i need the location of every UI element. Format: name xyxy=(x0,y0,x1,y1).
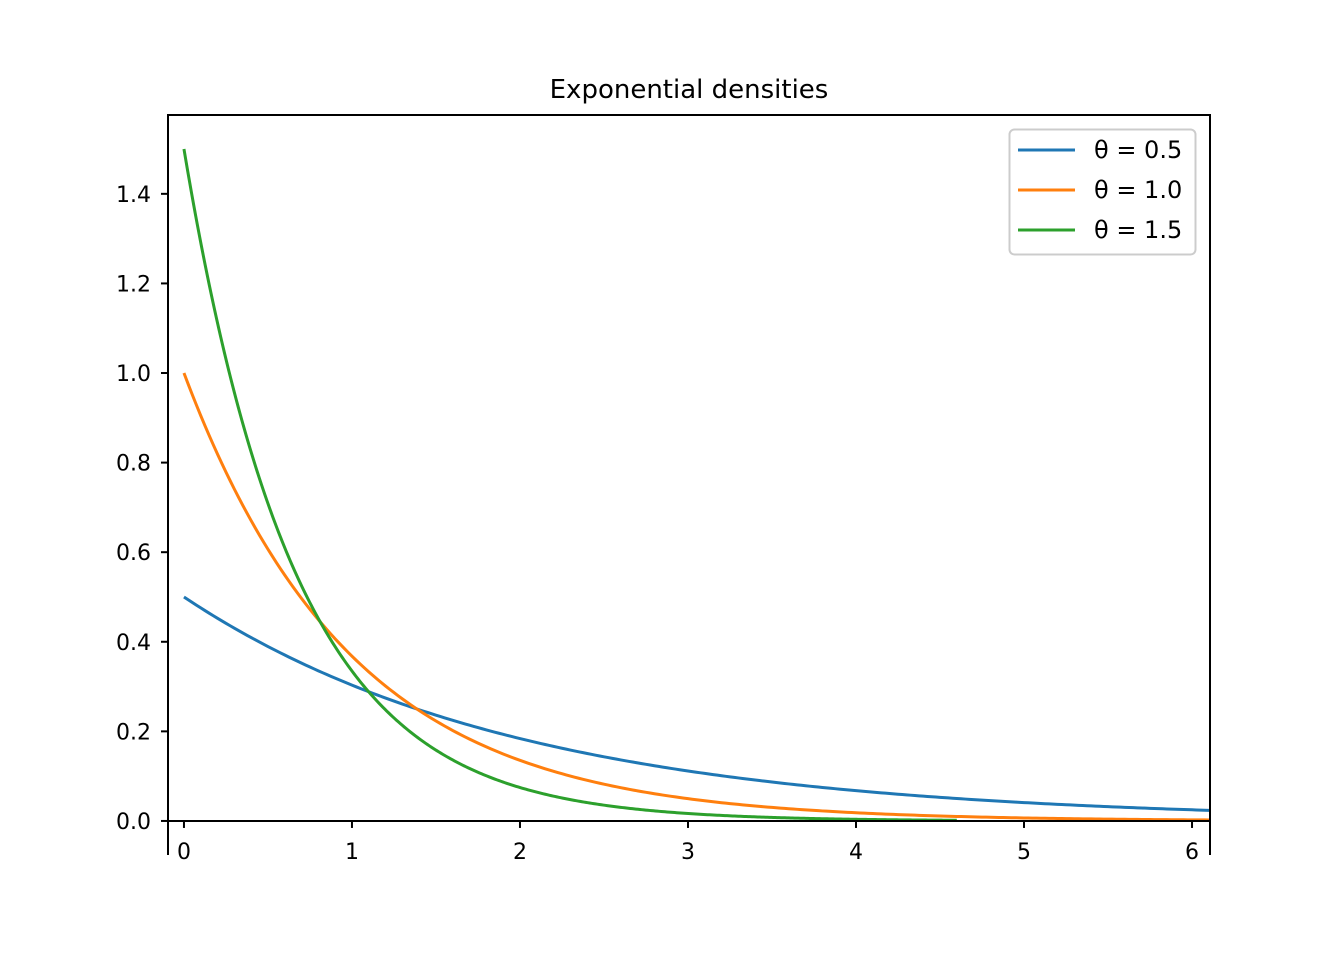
x-tick-label: 2 xyxy=(513,840,527,865)
legend-frame xyxy=(1008,128,1197,256)
legend: θ = 0.5 θ = 1.0 θ = 1.5 xyxy=(1008,128,1197,256)
y-tick-label: 1.4 xyxy=(116,183,151,208)
series-line-2 xyxy=(182,148,957,822)
legend-label-0: θ = 0.5 xyxy=(1094,136,1182,164)
series-line-0 xyxy=(183,595,1210,812)
y-tick-label: 0.2 xyxy=(116,720,151,745)
y-tick-label: 1.2 xyxy=(116,272,151,297)
y-tick-label: 0.4 xyxy=(116,631,151,656)
chart-title: Exponential densities xyxy=(550,75,829,105)
y-tick-label: 0.0 xyxy=(116,810,151,835)
x-tick-label: 0 xyxy=(177,840,191,865)
ticks: 0 1 2 3 4 5 6 0.0 0.2 0.4 0.6 0.8 1.0 1.2 1.4 xyxy=(116,183,1199,865)
legend-label-2: θ = 1.5 xyxy=(1094,216,1182,244)
y-tick-label: 1.0 xyxy=(116,362,151,387)
x-tick-label: 3 xyxy=(681,840,695,865)
legend-label-1: θ = 1.0 xyxy=(1094,176,1182,204)
y-tick-label: 0.6 xyxy=(116,541,151,566)
x-tick-label: 5 xyxy=(1017,840,1031,865)
series-line-1 xyxy=(182,372,1210,822)
x-tick-label: 4 xyxy=(849,840,863,865)
x-tick-label: 6 xyxy=(1185,840,1199,865)
series-lines xyxy=(182,148,1210,822)
x-tick-label: 1 xyxy=(345,840,359,865)
y-tick-label: 0.8 xyxy=(116,452,151,477)
